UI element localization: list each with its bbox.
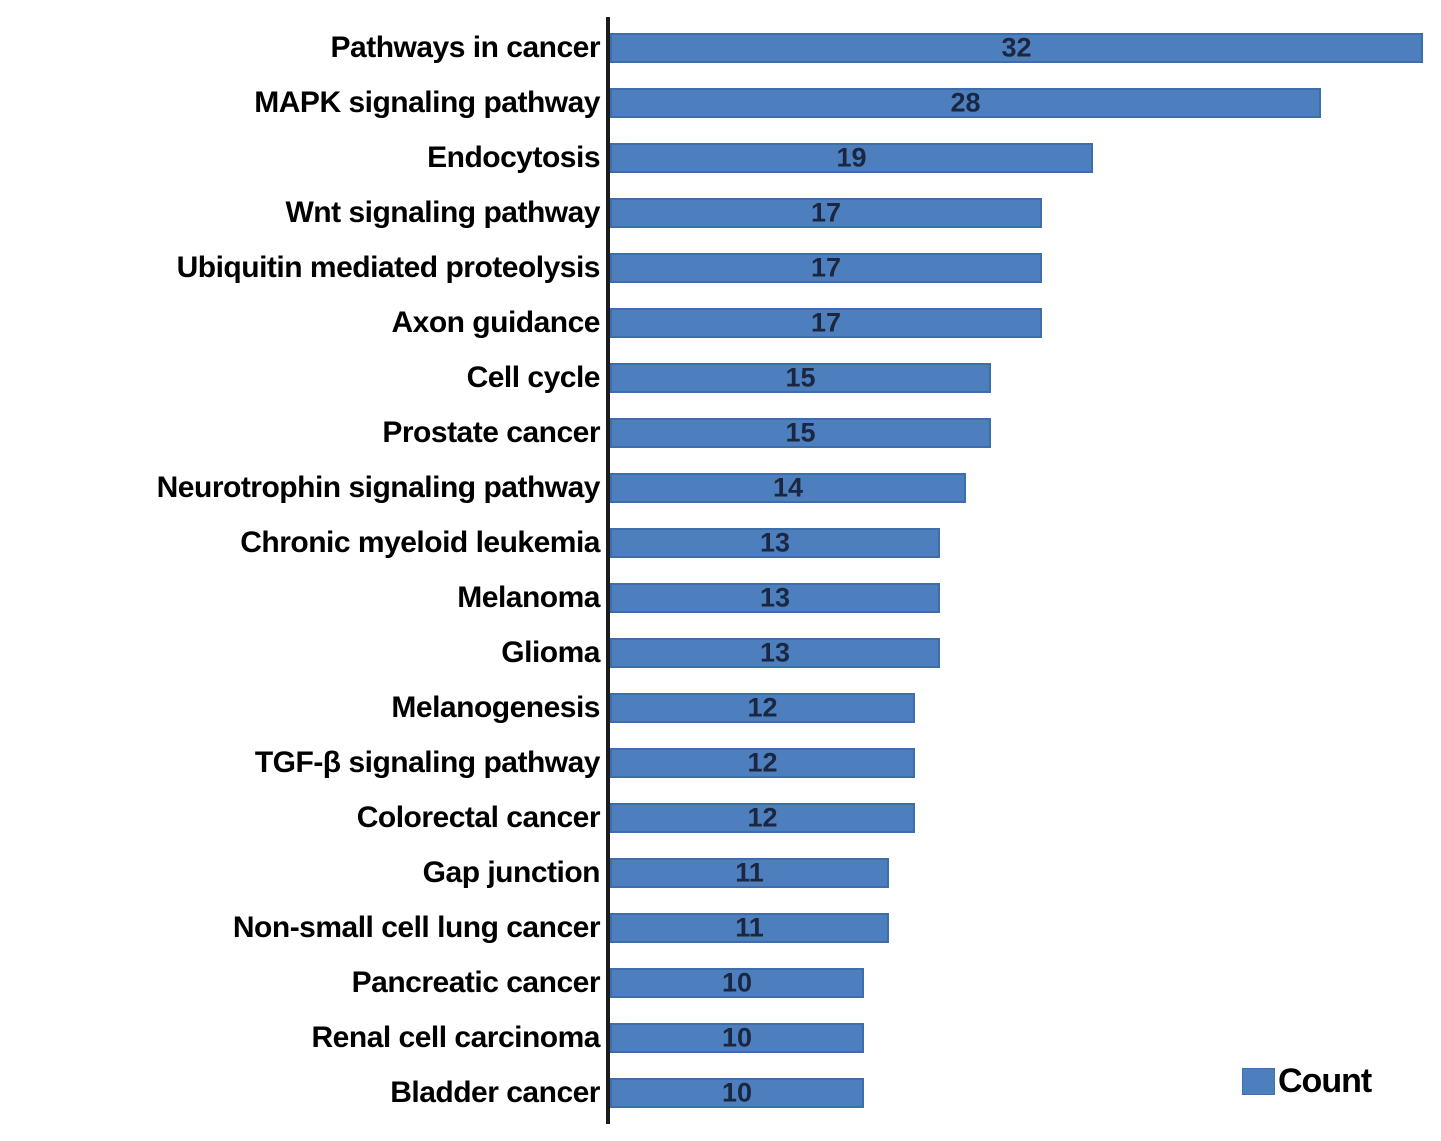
- value-label: 17: [810, 252, 842, 283]
- category-label: Cell cycle: [466, 361, 601, 394]
- bar: 19: [610, 143, 1093, 173]
- category-label: Neurotrophin signaling pathway: [156, 471, 601, 504]
- bar: 32: [610, 33, 1423, 63]
- category-label: MAPK signaling pathway: [254, 86, 600, 119]
- category-label: Ubiquitin mediated proteolysis: [176, 251, 601, 284]
- bar: 12: [610, 803, 915, 833]
- bar: 17: [610, 253, 1042, 283]
- bar: 10: [610, 1023, 864, 1053]
- bar: 13: [610, 638, 940, 668]
- legend-swatch-icon: [1242, 1067, 1275, 1095]
- category-label: TGF-β signaling pathway: [254, 746, 601, 779]
- category-label: Colorectal cancer: [356, 801, 601, 834]
- bar: 17: [610, 198, 1042, 228]
- bar-row: Pathways in cancer 32: [0, 21, 1441, 76]
- bar-row: Pancreatic cancer 10: [0, 956, 1441, 1011]
- bar-row: MAPK signaling pathway 28: [0, 76, 1441, 131]
- y-axis-line: [606, 17, 610, 1124]
- bar-row: Gap junction 11: [0, 846, 1441, 901]
- bar-row: Bladder cancer 10: [0, 1066, 1441, 1121]
- bar-row: Axon guidance 17: [0, 296, 1441, 351]
- bar: 11: [610, 858, 889, 888]
- bar-row: Melanoma 13: [0, 571, 1441, 626]
- legend-label: Count: [1278, 1062, 1372, 1100]
- category-label: Bladder cancer: [390, 1076, 600, 1109]
- value-label: 32: [1001, 32, 1032, 63]
- bar: 12: [610, 748, 915, 778]
- bar-row: Prostate cancer 15: [0, 406, 1441, 461]
- bar: 13: [610, 528, 940, 558]
- bar-row: TGF-β signaling pathway 12: [0, 736, 1441, 791]
- value-label: 19: [836, 142, 867, 173]
- bar: 10: [610, 1078, 864, 1108]
- category-label: Endocytosis: [427, 141, 600, 174]
- bar-row: Chronic myeloid leukemia 13: [0, 516, 1441, 571]
- category-label: Wnt signaling pathway: [285, 196, 600, 229]
- value-label: 17: [810, 307, 842, 338]
- bar-row: Non-small cell lung cancer 11: [0, 901, 1441, 956]
- bar: 12: [610, 693, 915, 723]
- bar: 28: [610, 88, 1321, 118]
- value-label: 11: [735, 912, 764, 943]
- bar: 11: [610, 913, 889, 943]
- bar-row: Wnt signaling pathway 17: [0, 186, 1441, 241]
- bar: 15: [610, 418, 991, 448]
- value-label: 14: [772, 472, 804, 503]
- value-label: 28: [950, 87, 981, 118]
- category-label: Pathways in cancer: [330, 31, 601, 64]
- bar-row: Endocytosis 19: [0, 131, 1441, 186]
- legend: Count: [1242, 1062, 1372, 1100]
- category-label: Prostate cancer: [382, 416, 600, 449]
- bar-row: Cell cycle 15: [0, 351, 1441, 406]
- value-label: 12: [747, 802, 778, 833]
- value-label: 17: [810, 197, 842, 228]
- category-label: Axon guidance: [391, 306, 600, 339]
- bar: 13: [610, 583, 940, 613]
- value-label: 11: [735, 857, 764, 888]
- category-label: Renal cell carcinoma: [311, 1021, 601, 1054]
- value-label: 13: [759, 582, 791, 613]
- bar-row: Neurotrophin signaling pathway 14: [0, 461, 1441, 516]
- category-label: Glioma: [501, 636, 600, 669]
- value-label: 12: [747, 692, 778, 723]
- bar-row: Glioma 13: [0, 626, 1441, 681]
- value-label: 13: [759, 527, 791, 558]
- value-label: 10: [721, 1022, 753, 1053]
- category-label: Gap junction: [422, 856, 601, 889]
- category-label: Melanogenesis: [391, 691, 600, 724]
- bar: 10: [610, 968, 864, 998]
- bar-row: Ubiquitin mediated proteolysis 17: [0, 241, 1441, 296]
- value-label: 12: [747, 747, 778, 778]
- bar-row: Colorectal cancer 12: [0, 791, 1441, 846]
- category-label: Pancreatic cancer: [351, 966, 601, 999]
- bar-row: Renal cell carcinoma 10: [0, 1011, 1441, 1066]
- category-label: Melanoma: [457, 581, 600, 614]
- category-label: Chronic myeloid leukemia: [240, 526, 600, 559]
- value-label: 10: [721, 967, 753, 998]
- bar: 15: [610, 363, 991, 393]
- bar-row: Melanogenesis 12: [0, 681, 1441, 736]
- bar: 14: [610, 473, 966, 503]
- value-label: 13: [759, 637, 791, 668]
- category-label: Non-small cell lung cancer: [232, 911, 601, 944]
- value-label: 10: [721, 1077, 753, 1108]
- bar: 17: [610, 308, 1042, 338]
- value-label: 15: [785, 362, 816, 393]
- value-label: 15: [785, 417, 816, 448]
